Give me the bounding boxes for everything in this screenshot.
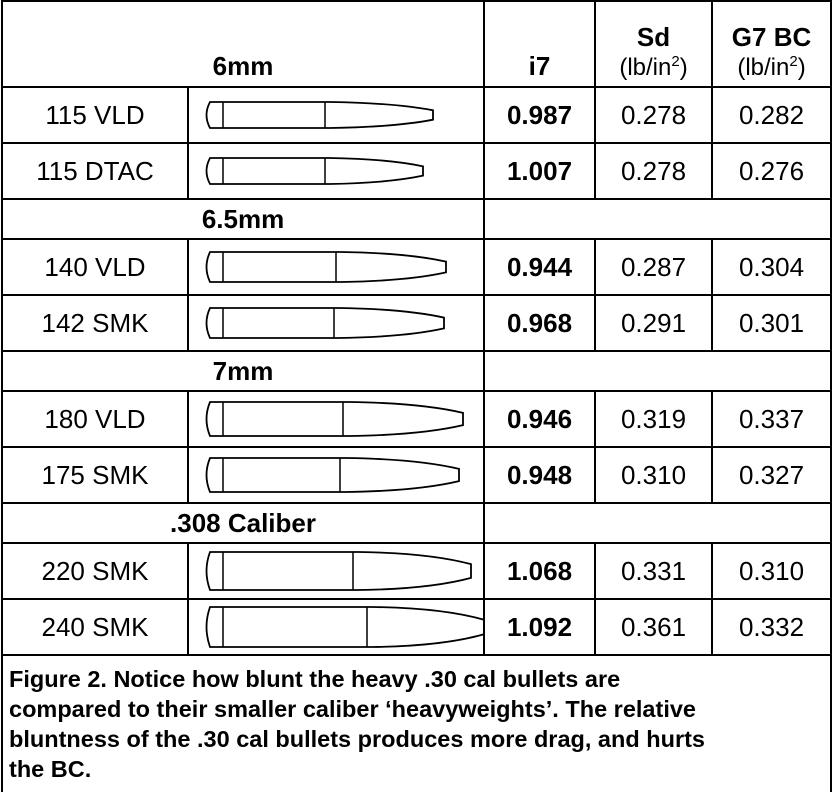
caption: Figure 2. Notice how blunt the heavy .30… xyxy=(0,654,832,792)
section-title: 6.5mm xyxy=(0,198,486,240)
bullet-outline xyxy=(205,551,472,591)
g7-value: 0.337 xyxy=(711,390,832,448)
section-title: 7mm xyxy=(0,350,486,392)
i7-value: 1.068 xyxy=(483,542,597,600)
bullet-outline xyxy=(205,401,464,437)
unit-superscript: 2 xyxy=(671,53,680,70)
caption-line: bluntness of the .30 cal bullets produce… xyxy=(9,726,705,752)
i7-value: 0.946 xyxy=(483,390,597,448)
bullet-drawing xyxy=(205,551,472,591)
g7-value: 0.332 xyxy=(711,598,832,656)
bullet-cell xyxy=(186,390,486,448)
sd-value: 0.310 xyxy=(594,446,714,504)
header-label: G7 BC xyxy=(731,22,812,52)
bullet-outline xyxy=(205,157,424,185)
i7-value: 0.968 xyxy=(483,294,597,352)
unit-superscript: 2 xyxy=(789,53,798,70)
section-blank xyxy=(483,350,832,392)
bullet-cell xyxy=(186,542,486,600)
bullet-outline xyxy=(205,101,434,129)
g7-value: 0.276 xyxy=(711,142,832,200)
bullet-drawing xyxy=(205,251,447,283)
bullet-name: 140 VLD xyxy=(1,238,189,296)
bullet-name: 115 DTAC xyxy=(1,142,189,200)
sd-value: 0.278 xyxy=(594,86,714,144)
bullet-name: 142 SMK xyxy=(1,294,189,352)
bullet-name: 175 SMK xyxy=(1,446,189,504)
unit-text: ) xyxy=(679,54,688,81)
i7-value: 1.007 xyxy=(483,142,597,200)
bullet-drawing xyxy=(205,307,445,339)
g7-value: 0.304 xyxy=(711,238,832,296)
sd-value: 0.331 xyxy=(594,542,714,600)
bullet-outline xyxy=(205,457,460,493)
bullet-outline xyxy=(205,606,485,648)
bullet-drawing xyxy=(205,101,434,129)
data-row: 140 VLD 0.944 0.287 0.304 xyxy=(1,238,832,296)
g7-header: G7 BC (lb/in2) xyxy=(711,0,832,88)
bullet-name: 240 SMK xyxy=(1,598,189,656)
unit-text: ) xyxy=(797,54,806,81)
caption-line: Figure 2. Notice how blunt the heavy .30… xyxy=(9,666,621,692)
data-row: 115 VLD 0.987 0.278 0.282 xyxy=(1,86,832,144)
header-row: 6mm i7 Sd (lb/in2) G7 BC (lb/in2) xyxy=(0,0,832,88)
bullet-name: 180 VLD xyxy=(1,390,189,448)
g7-value: 0.310 xyxy=(711,542,832,600)
caption-line: compared to their smaller caliber ‘heavy… xyxy=(9,696,696,722)
i7-value: 0.987 xyxy=(483,86,597,144)
g7-value: 0.282 xyxy=(711,86,832,144)
sd-value: 0.278 xyxy=(594,142,714,200)
bullet-outline xyxy=(205,307,445,339)
bullet-drawing xyxy=(205,457,460,493)
g7-value: 0.327 xyxy=(711,446,832,504)
data-row: 115 DTAC 1.007 0.278 0.276 xyxy=(1,142,832,200)
sd-value: 0.287 xyxy=(594,238,714,296)
group-header: 6mm xyxy=(0,0,486,88)
header-unit: (lb/in2) xyxy=(713,53,830,82)
bullet-cell xyxy=(186,294,486,352)
section-blank xyxy=(483,198,832,240)
bullet-cell xyxy=(186,238,486,296)
section-blank xyxy=(483,502,832,544)
section-row: 6.5mm xyxy=(0,198,832,240)
data-row: 175 SMK 0.948 0.310 0.327 xyxy=(1,446,832,504)
bullet-cell xyxy=(186,598,486,656)
bullet-cell xyxy=(186,446,486,504)
bullet-cell xyxy=(186,86,486,144)
data-row: 240 SMK 1.092 0.361 0.332 xyxy=(1,598,832,656)
section-title: .308 Caliber xyxy=(0,502,486,544)
i7-value: 0.944 xyxy=(483,238,597,296)
header-unit: (lb/in2) xyxy=(596,53,711,82)
caption-row: Figure 2. Notice how blunt the heavy .30… xyxy=(0,654,832,792)
header-label: Sd xyxy=(636,22,671,52)
unit-text: (lb/in xyxy=(737,54,790,81)
section-row: 7mm xyxy=(0,350,832,392)
sd-value: 0.361 xyxy=(594,598,714,656)
data-row: 220 SMK 1.068 0.331 0.310 xyxy=(1,542,832,600)
bullet-name: 220 SMK xyxy=(1,542,189,600)
bullet-drawing xyxy=(205,401,464,437)
i7-header: i7 xyxy=(483,0,597,88)
section-row: .308 Caliber xyxy=(0,502,832,544)
bullet-drawing xyxy=(205,157,424,185)
data-row: 142 SMK 0.968 0.291 0.301 xyxy=(1,294,832,352)
sd-header: Sd (lb/in2) xyxy=(594,0,714,88)
sd-value: 0.291 xyxy=(594,294,714,352)
unit-text: (lb/in xyxy=(619,54,672,81)
bullet-drawing xyxy=(205,606,485,648)
bullet-name: 115 VLD xyxy=(1,86,189,144)
i7-value: 0.948 xyxy=(483,446,597,504)
caption-line: the BC. xyxy=(9,756,92,782)
bullet-outline xyxy=(205,251,447,283)
sd-value: 0.319 xyxy=(594,390,714,448)
data-row: 180 VLD 0.946 0.319 0.337 xyxy=(1,390,832,448)
i7-value: 1.092 xyxy=(483,598,597,656)
g7-value: 0.301 xyxy=(711,294,832,352)
bullet-cell xyxy=(186,142,486,200)
